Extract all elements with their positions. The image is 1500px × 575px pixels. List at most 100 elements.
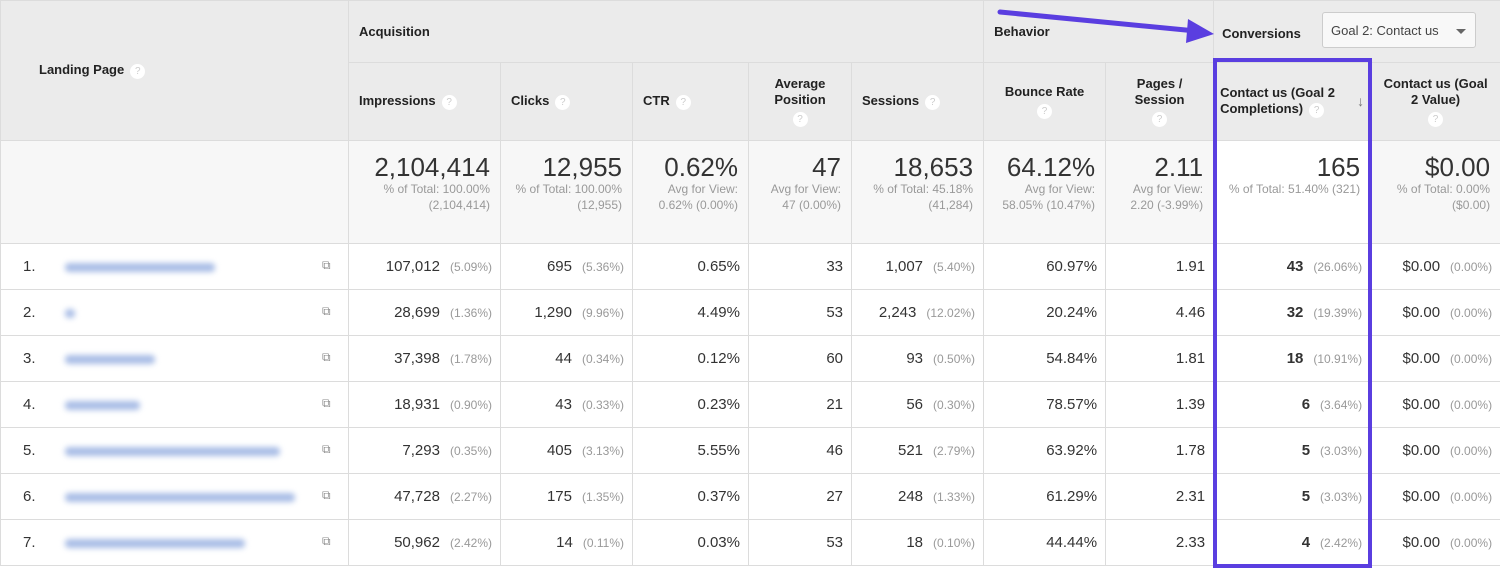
gc-cell: 5 (3.03%)	[1213, 427, 1372, 474]
landing-page-link[interactable]	[65, 354, 155, 364]
pos-cell: 53	[748, 289, 852, 336]
total-value: 165	[1316, 152, 1361, 182]
landing-page-header[interactable]: Landing Page?	[0, 0, 349, 141]
total-value: 12,955	[542, 152, 622, 182]
br-cell: 61.29%	[983, 473, 1107, 520]
open-link-icon[interactable]: ⧉	[322, 534, 331, 548]
landing-page-cell[interactable]: 7. ⧉	[0, 519, 349, 566]
gv-cell: $0.00 (0.00%)	[1370, 289, 1500, 336]
pps-cell: 1.39	[1105, 381, 1215, 428]
pps-cell: 4.46	[1105, 289, 1215, 336]
table-row[interactable]: 1. ⧉ 107,012 (5.09%) 695 (5.36%) 0.65% 33 1,007(…	[0, 243, 1500, 290]
gc-cell: 18 (10.91%)	[1213, 335, 1372, 382]
ctr-cell: 4.49%	[632, 289, 749, 336]
pos-cell: 27	[748, 473, 852, 520]
clk-cell: 43 (0.33%)	[500, 381, 633, 428]
table-row[interactable]: 3. ⧉ 37,398 (1.78%) 44 (0.34%) 0.12% 60 93 (0.50%…	[0, 335, 1500, 382]
total-subtext: Avg for View: 47 (0.00%)	[770, 182, 841, 212]
landing-page-link[interactable]	[65, 308, 75, 318]
column-header-8[interactable]: Contact us (Goal 2 Completions)? ↓	[1213, 62, 1372, 141]
clk-cell: 44 (0.34%)	[500, 335, 633, 382]
annotation-arrow-icon	[997, 9, 1214, 43]
column-header-5[interactable]: Sessions?	[850, 62, 985, 141]
pos-cell: 21	[748, 381, 852, 428]
total-subtext: Avg for View: 0.62% (0.00%)	[658, 182, 738, 212]
landing-page-cell[interactable]: 6. ⧉	[0, 473, 349, 520]
total-subtext: % of Total: 45.18% (41,284)	[873, 182, 974, 212]
ctr-cell: 0.12%	[632, 335, 749, 382]
gv-cell: $0.00 (0.00%)	[1370, 243, 1500, 290]
open-link-icon[interactable]: ⧉	[322, 488, 331, 502]
gv-cell: $0.00 (0.00%)	[1370, 335, 1500, 382]
ctr-cell: 0.37%	[632, 473, 749, 520]
column-header-4[interactable]: Average Position?	[748, 62, 852, 141]
landing-page-cell[interactable]: 1. ⧉	[0, 243, 349, 290]
br-cell: 63.92%	[983, 427, 1107, 474]
total-cell: $0.00% of Total: 0.00% ($0.00)	[1370, 140, 1500, 244]
help-icon[interactable]: ?	[925, 95, 941, 110]
help-icon[interactable]: ?	[555, 95, 571, 110]
imp-cell: 107,012 (5.09%)	[348, 243, 501, 290]
table-row[interactable]: 2. ⧉ 28,699 (1.36%) 1,290 (9.96%) 4.49% 53 2,243…	[0, 289, 1500, 336]
imp-cell: 28,699 (1.36%)	[348, 289, 501, 336]
pps-cell: 2.33	[1105, 519, 1215, 566]
arrow-down-icon[interactable]: ↓	[1357, 93, 1365, 109]
column-header-1[interactable]: Impressions?	[348, 62, 501, 141]
landing-page-cell[interactable]: 4. ⧉	[0, 381, 349, 428]
gc-cell: 43 (26.06%)	[1213, 243, 1372, 290]
help-icon[interactable]: ?	[1309, 103, 1325, 118]
goal-select-dropdown[interactable]: Goal 2: Contact us	[1322, 12, 1476, 48]
pos-cell: 33	[748, 243, 852, 290]
total-value: 2.11	[1154, 152, 1204, 182]
open-link-icon[interactable]: ⧉	[322, 350, 331, 364]
imp-cell: 50,962 (2.42%)	[348, 519, 501, 566]
total-cell: 2,104,414% of Total: 100.00% (2,104,414)	[348, 140, 501, 244]
help-icon[interactable]: ?	[441, 95, 457, 110]
help-icon[interactable]: ?	[1152, 112, 1168, 127]
help-icon[interactable]: ?	[792, 112, 808, 127]
acquisition-group: Acquisition	[347, 0, 985, 63]
landing-page-link[interactable]	[65, 262, 215, 272]
landing-page-cell[interactable]: 3. ⧉	[0, 335, 349, 382]
help-icon[interactable]: ?	[130, 64, 146, 79]
total-value: 18,653	[893, 152, 974, 182]
pps-cell: 1.78	[1105, 427, 1215, 474]
open-link-icon[interactable]: ⧉	[322, 258, 331, 272]
total-cell: 64.12% Avg for View: 58.05% (10.47%)	[983, 140, 1107, 244]
help-icon[interactable]: ?	[1428, 112, 1444, 127]
total-cell: 18,653% of Total: 45.18% (41,284)	[850, 140, 985, 244]
clk-cell: 175 (1.35%)	[500, 473, 633, 520]
landing-page-link[interactable]	[65, 400, 140, 410]
br-cell: 78.57%	[983, 381, 1107, 428]
landing-page-link[interactable]	[65, 492, 295, 502]
help-icon[interactable]: ?	[675, 95, 691, 110]
br-cell: 54.84%	[983, 335, 1107, 382]
table-row[interactable]: 5. ⧉ 7,293 (0.35%) 405 (3.13%) 5.55% 46 521 (2.79…	[0, 427, 1500, 474]
gc-cell: 5 (3.03%)	[1213, 473, 1372, 520]
table-row[interactable]: 4. ⧉ 18,931 (0.90%) 43 (0.33%) 0.23% 21 56 (0.30%…	[0, 381, 1500, 428]
table-row[interactable]: 6. ⧉ 47,728 (2.27%) 175 (1.35%) 0.37% 27 248 (1.3…	[0, 473, 1500, 520]
landing-page-link[interactable]	[65, 538, 245, 548]
landing-page-link[interactable]	[65, 446, 280, 456]
column-header-9[interactable]: Contact us (Goal 2 Value)?	[1370, 62, 1500, 141]
help-icon[interactable]: ?	[1037, 104, 1053, 119]
br-cell: 20.24%	[983, 289, 1107, 336]
open-link-icon[interactable]: ⧉	[322, 304, 331, 318]
column-header-7[interactable]: Pages / Session?	[1105, 62, 1215, 141]
column-header-6[interactable]: Bounce Rate?	[983, 62, 1107, 141]
landing-page-cell[interactable]: 2. ⧉	[0, 289, 349, 336]
total-subtext: Avg for View: 58.05% (10.47%)	[1002, 182, 1096, 212]
open-link-icon[interactable]: ⧉	[322, 396, 331, 410]
table-row[interactable]: 7. ⧉ 50,962 (2.42%) 14 (0.11%) 0.03% 53 18 (0.10%…	[0, 519, 1500, 566]
imp-cell: 37,398 (1.78%)	[348, 335, 501, 382]
open-link-icon[interactable]: ⧉	[322, 442, 331, 456]
total-subtext: % of Total: 0.00% ($0.00)	[1396, 182, 1491, 212]
gc-cell: 32 (19.39%)	[1213, 289, 1372, 336]
total-value: 2,104,414	[374, 152, 490, 182]
landing-page-cell[interactable]: 5. ⧉	[0, 427, 349, 474]
column-header-2[interactable]: Clicks?	[500, 62, 633, 141]
column-header-3[interactable]: CTR?	[632, 62, 749, 141]
clk-cell: 14 (0.11%)	[500, 519, 633, 566]
gc-cell: 6 (3.64%)	[1213, 381, 1372, 428]
clk-cell: 1,290 (9.96%)	[500, 289, 633, 336]
